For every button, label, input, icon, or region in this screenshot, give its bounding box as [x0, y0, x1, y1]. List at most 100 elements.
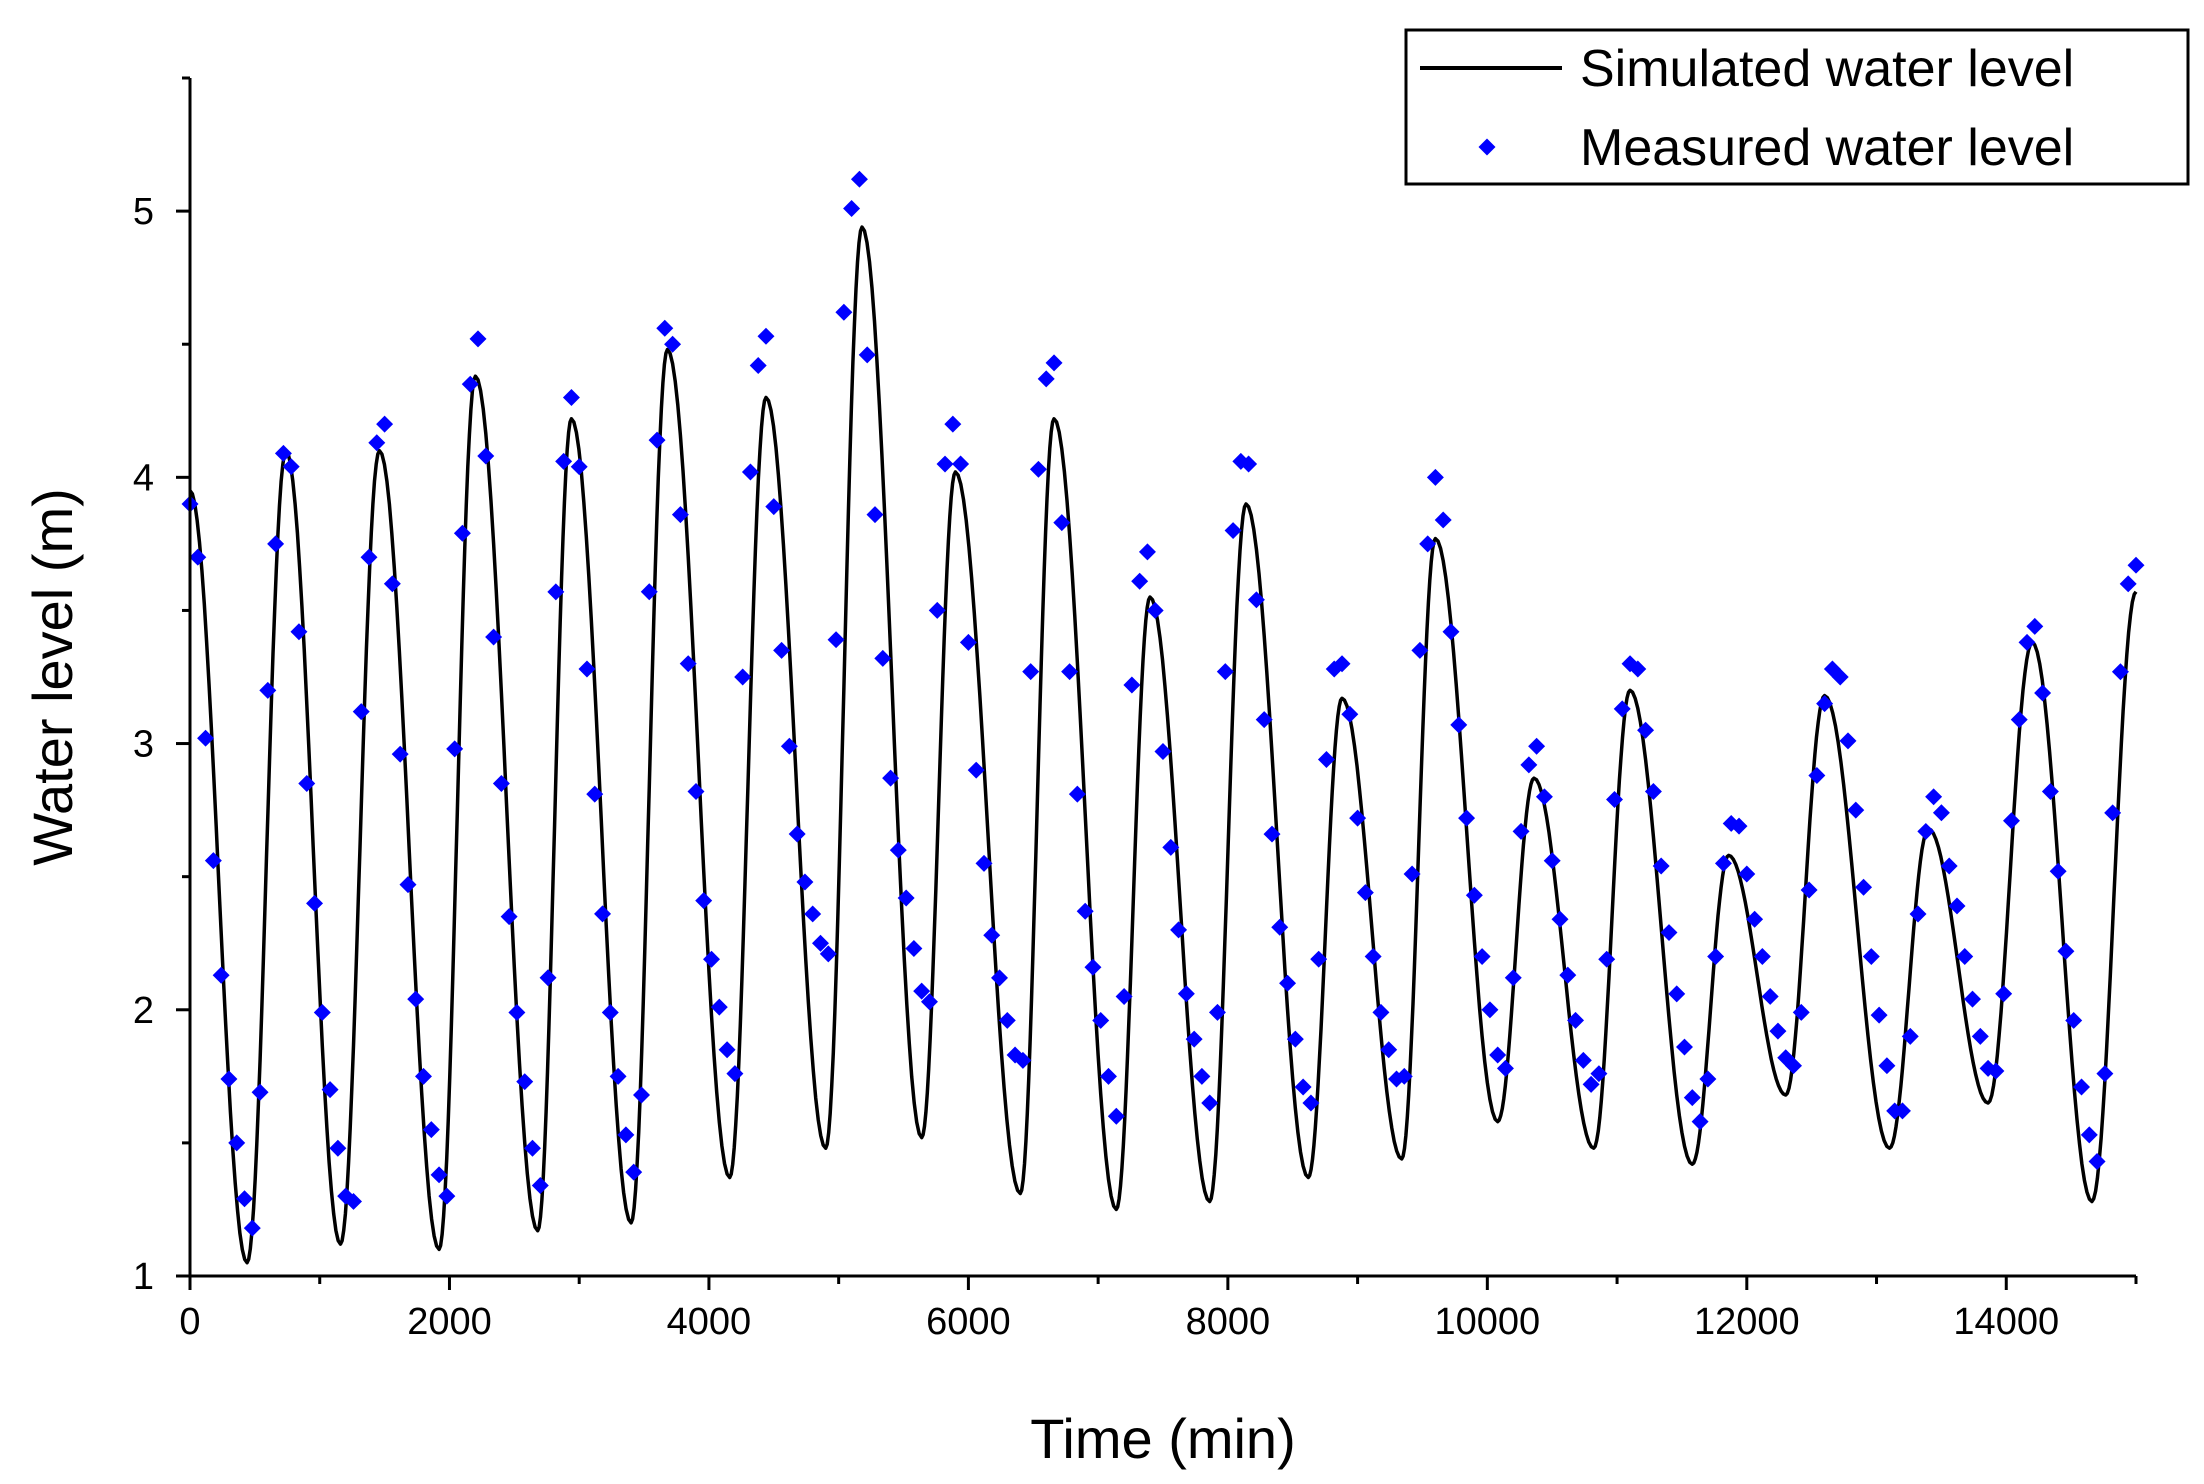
measured-point [1582, 1075, 1600, 1093]
measured-point [438, 1187, 456, 1205]
measured-point [1691, 1113, 1709, 1131]
measured-point [835, 303, 853, 321]
measured-point [1714, 854, 1732, 872]
x-tick-label: 14000 [1953, 1301, 2059, 1343]
measured-point [2003, 812, 2020, 830]
measured-point [1123, 676, 1141, 694]
measured-point [1699, 1070, 1717, 1088]
measured-point [407, 990, 425, 1008]
x-tick-label: 2000 [407, 1301, 492, 1343]
measured-point [1574, 1051, 1592, 1069]
measured-point [1909, 905, 1927, 923]
x-tick-label: 8000 [1186, 1301, 1271, 1343]
measured-point [1878, 1057, 1896, 1075]
measured-point [656, 319, 674, 337]
y-tick-label: 5 [133, 191, 154, 233]
x-tick-label: 6000 [926, 1301, 1011, 1343]
measured-point [1932, 804, 1950, 822]
measured-point [1816, 695, 1834, 713]
y-tick-label: 3 [133, 724, 154, 766]
measured-point [555, 452, 573, 470]
measured-point [1504, 969, 1522, 987]
measured-point [1567, 1011, 1585, 1029]
measured-point [313, 1003, 331, 1021]
measured-point [726, 1065, 744, 1083]
measured-point [944, 415, 962, 433]
measured-point [850, 170, 868, 188]
measured-point [687, 782, 705, 800]
measured-point [1138, 543, 1156, 561]
measured-point [991, 969, 1008, 987]
measured-point [1606, 790, 1623, 808]
plot-area [181, 170, 2145, 1265]
measured-point [889, 841, 907, 859]
measured-point [1800, 881, 1818, 899]
measured-point [1131, 572, 1149, 590]
x-axis-title: Time (min) [1030, 1407, 1295, 1470]
measured-point [422, 1121, 440, 1139]
measured-point [827, 631, 845, 649]
measured-point [2088, 1153, 2106, 1170]
measured-point [531, 1176, 549, 1194]
measured-point [485, 628, 503, 646]
measured-point [1613, 700, 1631, 718]
measured-point [1528, 737, 1546, 755]
measured-point [352, 703, 370, 721]
measured-point [1216, 663, 1234, 681]
measured-point [1279, 974, 1297, 992]
measured-point [376, 415, 394, 433]
measured-point [671, 506, 689, 524]
measured-point [2018, 633, 2036, 651]
measured-point [1310, 950, 1328, 968]
measured-point [461, 375, 479, 393]
measured-point [1901, 1027, 1919, 1045]
measured-point [1481, 1001, 1499, 1019]
y-tick-label: 1 [133, 1256, 154, 1298]
measured-point [267, 535, 285, 553]
measured-point [1302, 1094, 1320, 1112]
measured-point [1465, 886, 1483, 904]
measured-point [1971, 1027, 1989, 1045]
measured-point [1855, 878, 1873, 896]
measured-point [1785, 1057, 1802, 1075]
measured-point [843, 199, 861, 217]
measured-point [1761, 987, 1779, 1005]
measured-point [1333, 655, 1351, 673]
measured-point [1496, 1059, 1514, 1077]
measured-point [734, 668, 752, 686]
measured-point [345, 1192, 362, 1210]
measured-point [1543, 852, 1561, 870]
axes [188, 78, 2136, 1278]
measured-point [959, 633, 977, 651]
measured-point [446, 740, 464, 758]
measured-point [1154, 743, 1172, 761]
measured-point [189, 548, 207, 566]
measured-point [1372, 1003, 1390, 1021]
measured-point [757, 327, 775, 345]
measured-point [1177, 985, 1195, 1003]
measured-point [1442, 623, 1460, 641]
x-tick-label: 10000 [1434, 1301, 1540, 1343]
measured-point [1598, 950, 1616, 968]
measured-point [1551, 910, 1569, 928]
measured-point [1162, 838, 1180, 856]
measured-point [236, 1190, 253, 1208]
measured-point [1037, 370, 1055, 388]
x-tick-label: 12000 [1694, 1301, 1800, 1343]
x-tick-label: 0 [179, 1301, 200, 1343]
measured-point [360, 548, 378, 566]
measured-point [975, 854, 993, 872]
measured-point [2080, 1126, 2098, 1144]
measured-point [1201, 1094, 1219, 1112]
measured-point [1707, 948, 1725, 965]
measured-point [1349, 809, 1367, 827]
measured-point [1022, 663, 1040, 681]
measured-point [2010, 711, 2028, 729]
measured-point [1792, 1003, 1810, 1021]
measured-point [1668, 985, 1686, 1003]
measured-point [298, 774, 316, 792]
measured-point [2119, 575, 2137, 593]
measured-point [1341, 705, 1359, 723]
measured-point [570, 458, 588, 476]
